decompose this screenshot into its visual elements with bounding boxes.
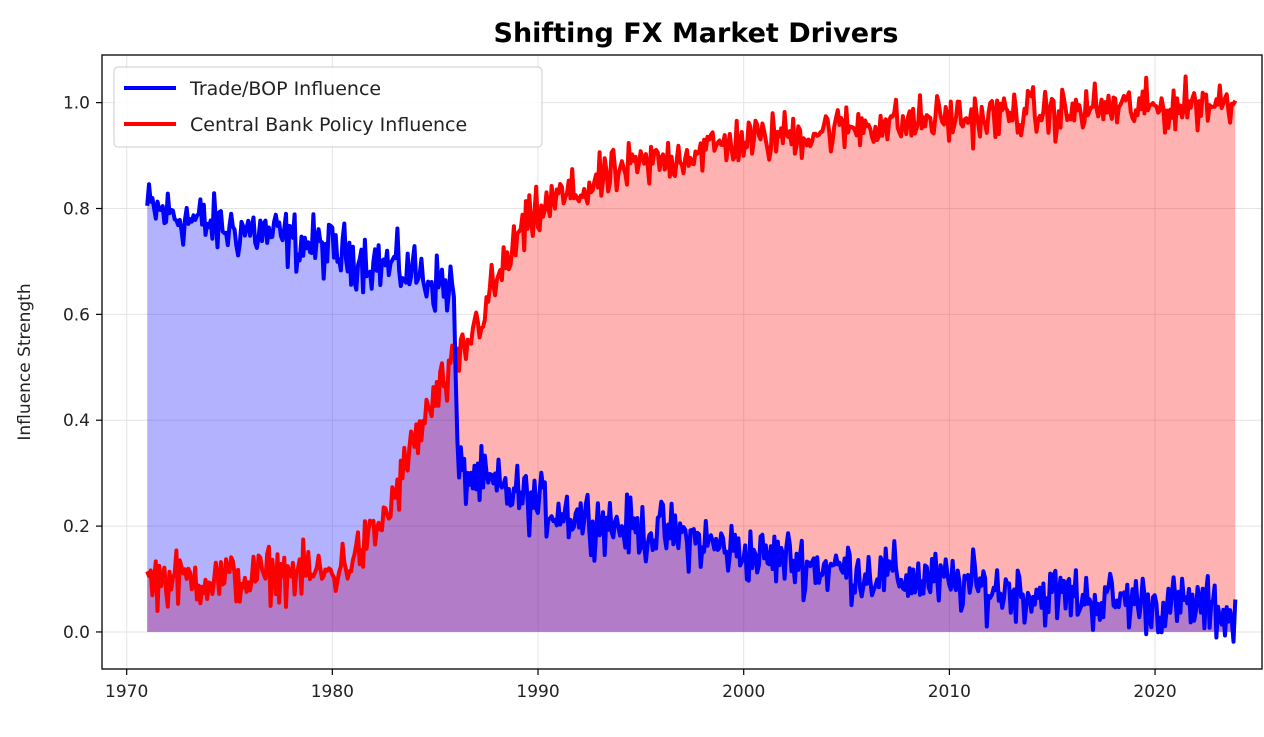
y-tick-label: 0.2 <box>63 517 90 537</box>
chart-title: Shifting FX Market Drivers <box>494 18 899 49</box>
x-tick-label: 2000 <box>722 682 765 702</box>
x-tick-label: 1980 <box>311 682 354 702</box>
trade-bop-area <box>147 184 1236 642</box>
legend: Trade/BOP Influence Central Bank Policy I… <box>113 66 543 148</box>
ticks: 1970 1980 1990 2000 2010 2020 0.0 0.2 0.4 0.6 0.8 1… <box>63 94 1177 702</box>
legend-label: Central Bank Policy Influence <box>190 114 467 136</box>
central-bank-area <box>147 76 1236 632</box>
plot-area <box>145 74 1238 644</box>
x-tick-label: 1990 <box>516 682 559 702</box>
central-bank-line <box>145 74 1238 613</box>
x-tick-label: 2020 <box>1133 682 1176 702</box>
trade-bop-line <box>145 182 1238 644</box>
x-tick-label: 2010 <box>928 682 971 702</box>
y-tick-label: 0.4 <box>63 411 90 431</box>
y-tick-label: 1.0 <box>63 94 90 114</box>
y-tick-label: 0.8 <box>63 200 90 220</box>
legend-box <box>113 66 543 148</box>
y-tick-label: 0.0 <box>63 623 90 643</box>
x-tick-label: 1970 <box>105 682 148 702</box>
legend-label: Trade/BOP Influence <box>189 78 381 100</box>
y-tick-label: 0.6 <box>63 305 90 325</box>
axes-frame <box>101 54 1263 670</box>
y-axis-label: Influence Strength <box>15 283 35 440</box>
